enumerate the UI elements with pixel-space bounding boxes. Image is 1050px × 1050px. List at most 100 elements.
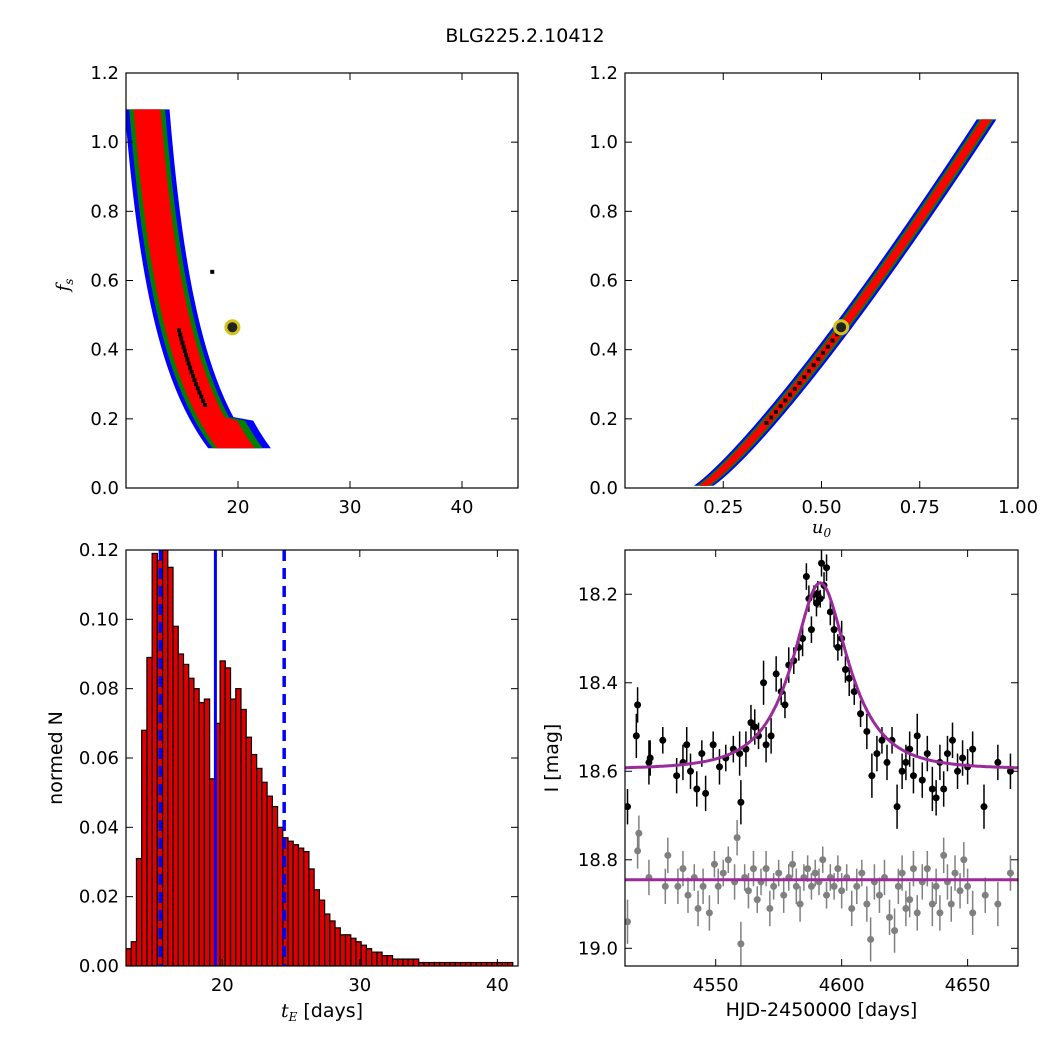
residual-point bbox=[705, 909, 713, 917]
x-tick-label: 30 bbox=[348, 975, 371, 996]
histogram-bar bbox=[371, 951, 378, 966]
y-tick-label: 0.00 bbox=[79, 956, 119, 977]
best-fit-pixel bbox=[764, 420, 769, 425]
best-fit-pixel bbox=[792, 386, 797, 391]
best-fit-pixel bbox=[825, 344, 830, 349]
best-fit-pixel bbox=[835, 332, 840, 337]
histogram-bar bbox=[172, 625, 179, 966]
residual-point bbox=[766, 904, 774, 912]
data-point bbox=[659, 736, 667, 744]
residual-point bbox=[960, 856, 968, 864]
x-axis-label: HJD-2450000 [days] bbox=[726, 999, 918, 1021]
data-point bbox=[868, 772, 876, 780]
best-fit-pixel bbox=[769, 415, 774, 420]
residual-point bbox=[719, 869, 727, 877]
x-tick-label: 20 bbox=[211, 975, 234, 996]
histogram-bar bbox=[224, 667, 232, 966]
x-tick-label: 4550 bbox=[693, 975, 739, 996]
residual-point bbox=[749, 865, 757, 873]
residual-point bbox=[906, 896, 914, 904]
best-fit-marker bbox=[224, 319, 241, 336]
data-point bbox=[943, 750, 951, 758]
x-tick-label: 20 bbox=[227, 497, 250, 518]
histogram-bar bbox=[355, 941, 362, 966]
data-point bbox=[683, 741, 691, 749]
x-tick-label: 40 bbox=[486, 975, 509, 996]
data-point bbox=[715, 763, 723, 771]
residual-point bbox=[994, 900, 1002, 908]
y-tick-label: 0.4 bbox=[90, 340, 119, 361]
x-tick-label: 4600 bbox=[819, 975, 865, 996]
panel-te-histogram: 20 30 40 0.00 0.02 0.04 0.06 0.08 0.10 0.12 normed… bbox=[45, 540, 519, 1024]
data-point bbox=[909, 772, 917, 780]
x-axis-label: tE [days] bbox=[281, 1000, 363, 1024]
data-point bbox=[959, 754, 967, 762]
plot-area bbox=[625, 550, 1018, 966]
best-fit-pixel bbox=[189, 369, 194, 374]
residual-point bbox=[923, 865, 931, 873]
residual-point bbox=[684, 891, 692, 899]
histogram-bar bbox=[135, 857, 143, 966]
residual-point bbox=[811, 869, 819, 877]
data-point bbox=[807, 626, 815, 634]
residual-point bbox=[753, 896, 761, 904]
y-tick-label: 0.06 bbox=[79, 748, 119, 769]
histogram-bar bbox=[402, 958, 409, 966]
residual-point bbox=[789, 860, 797, 868]
residual-point bbox=[737, 940, 745, 948]
residual-point bbox=[875, 891, 883, 899]
data-point bbox=[625, 803, 632, 811]
sigma1-region bbox=[698, 119, 992, 486]
residual-point bbox=[775, 869, 783, 877]
best-fit-pixel bbox=[821, 350, 826, 355]
sigma2-region bbox=[696, 119, 994, 486]
data-point bbox=[923, 750, 931, 758]
best-fit-pixel bbox=[830, 338, 835, 343]
residual-point bbox=[902, 904, 910, 912]
histogram-bar bbox=[344, 934, 352, 966]
residual-point bbox=[928, 900, 936, 908]
x-axis-label-subscript: 0 bbox=[823, 526, 831, 540]
y-tick-label: 1.2 bbox=[589, 63, 618, 84]
best-fit-pixel bbox=[180, 340, 185, 345]
panel-fs-vs-te: 20 30 400.00.20.40.60.81.01.2fs bbox=[53, 63, 519, 518]
histogram-bar bbox=[365, 948, 373, 966]
y-tick-label: 0.2 bbox=[589, 409, 618, 430]
residual-point bbox=[699, 882, 707, 890]
y-tick-label: 18.4 bbox=[578, 673, 618, 694]
histogram-bar bbox=[407, 958, 415, 966]
residual-point bbox=[956, 887, 964, 895]
data-point bbox=[898, 767, 906, 775]
histogram-bar bbox=[219, 660, 226, 966]
data-point bbox=[850, 688, 858, 696]
data-point bbox=[994, 758, 1002, 766]
residual-point bbox=[947, 900, 955, 908]
data-point bbox=[632, 732, 640, 740]
histogram-bar bbox=[182, 663, 190, 966]
data-point bbox=[762, 741, 770, 749]
y-tick-label: 0.0 bbox=[90, 478, 119, 499]
data-point bbox=[913, 732, 921, 740]
x-tick-label: 0.75 bbox=[900, 497, 940, 518]
best-fit-pixel bbox=[201, 398, 206, 403]
best-fit-pixel bbox=[773, 409, 778, 414]
residual-point bbox=[664, 851, 672, 859]
residual-point bbox=[838, 887, 846, 895]
histogram-bar bbox=[397, 958, 404, 966]
best-fit-pixel bbox=[184, 353, 189, 358]
histogram-bar bbox=[412, 958, 420, 966]
histogram-bar bbox=[266, 795, 273, 966]
data-point bbox=[799, 635, 807, 643]
best-fit-pixel bbox=[202, 403, 207, 407]
data-point bbox=[878, 736, 886, 744]
residual-point bbox=[823, 891, 831, 899]
residual-point bbox=[867, 935, 875, 943]
data-point bbox=[1006, 767, 1014, 775]
best-fit-pixel bbox=[783, 398, 788, 403]
histogram-bar bbox=[151, 552, 158, 966]
y-tick-label: 0.0 bbox=[589, 478, 618, 499]
residual-point bbox=[858, 869, 866, 877]
data-point bbox=[634, 701, 642, 709]
data-point bbox=[928, 785, 936, 793]
histogram-bar bbox=[386, 954, 394, 966]
